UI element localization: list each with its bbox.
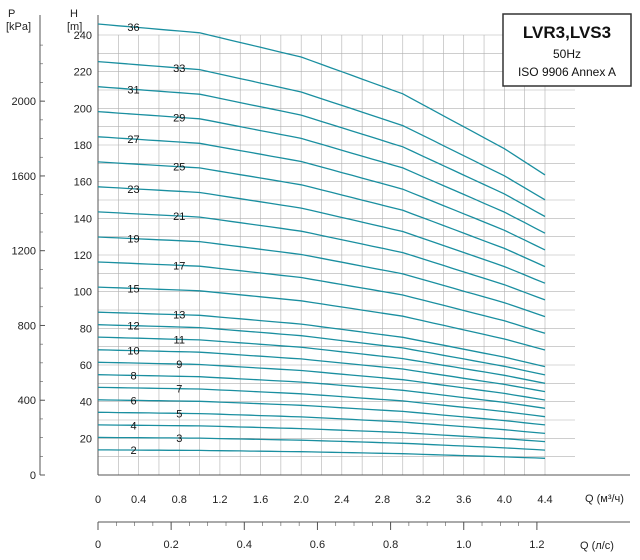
curve-stage-label: 6 (130, 395, 136, 407)
y2-tick-label: 0 (30, 470, 36, 482)
x-axis-title: Q (м³/ч) (585, 493, 624, 505)
y-axis-unit-m: [m] (67, 21, 82, 33)
pump-curve-line (97, 136, 546, 251)
pump-curve-line (97, 374, 546, 409)
y-tick-label: 80 (80, 323, 92, 335)
curve-stage-label: 8 (130, 370, 136, 382)
x-tick-label: 4.0 (497, 494, 512, 506)
x-tick-label: 0 (95, 494, 101, 506)
x2-tick-label: 0.8 (383, 539, 398, 551)
y-tick-label: 140 (74, 213, 92, 225)
curve-stage-label: 33 (173, 63, 185, 75)
pump-curve-line (97, 211, 546, 301)
curve-stage-label: 25 (173, 162, 185, 174)
curve-stage-label: 23 (127, 184, 139, 196)
pump-curve-line (97, 311, 546, 368)
y-tick-label: 60 (80, 360, 92, 372)
y-tick-label: 100 (74, 287, 92, 299)
y2-axis-unit-p: P (8, 8, 15, 20)
pump-curve-line (97, 436, 546, 451)
x2-tick-label: 0.4 (237, 539, 252, 551)
pump-curve-line (97, 286, 546, 351)
curve-stage-label: 12 (127, 321, 139, 333)
y-tick-label: 20 (80, 433, 92, 445)
curve-stage-label: 13 (173, 310, 185, 322)
y-tick-label: 120 (74, 250, 92, 262)
pump-curve-line (97, 161, 546, 268)
curve-stage-label: 19 (127, 234, 139, 246)
y2-tick-label: 400 (18, 395, 36, 407)
y2-tick-label: 1600 (12, 171, 36, 183)
x-tick-label: 3.2 (415, 494, 430, 506)
curve-stage-label: 4 (130, 420, 136, 432)
performance-curves (97, 23, 546, 459)
x-tick-label: 1.2 (212, 494, 227, 506)
curve-stage-label: 36 (127, 22, 139, 34)
y2-tick-label: 800 (18, 320, 36, 332)
curve-stage-label: 17 (173, 260, 185, 272)
curve-stage-label: 15 (127, 283, 139, 295)
x2-tick-label: 0.6 (310, 539, 325, 551)
legend-box: LVR3,LVS3 50Hz ISO 9906 Annex A (502, 13, 632, 87)
curve-stage-label: 3 (176, 433, 182, 445)
pump-curve-line (97, 110, 546, 234)
chart-title: LVR3,LVS3 (523, 23, 611, 42)
pump-curve-line (97, 361, 546, 401)
x-tick-label: 3.6 (456, 494, 471, 506)
x-tick-label: 2.4 (334, 494, 349, 506)
y2-tick-label: 2000 (12, 96, 36, 108)
y2-tick-label: 1200 (12, 246, 36, 258)
curve-stage-label: 9 (176, 359, 182, 371)
x2-tick-label: 1.0 (456, 539, 471, 551)
grid (39, 15, 630, 523)
pump-curve-line (97, 236, 546, 318)
x2-tick-label: 0.2 (163, 539, 178, 551)
x2-tick-label: 1.2 (529, 539, 544, 551)
x-tick-label: 1.6 (253, 494, 268, 506)
pump-curve-line (97, 60, 546, 201)
y-tick-label: 40 (80, 397, 92, 409)
pump-curve-line (97, 261, 546, 334)
legend-frame (502, 13, 632, 87)
x-tick-label: 0.4 (131, 494, 146, 506)
curve-stage-label: 27 (127, 134, 139, 146)
pump-curve-line (97, 186, 546, 284)
x2-axis-title: Q (л/с) (580, 540, 614, 552)
pump-curve-line (97, 324, 546, 376)
pump-curve-line (97, 23, 546, 176)
pump-curve-line (97, 336, 546, 384)
x2-tick-label: 0 (95, 539, 101, 551)
pump-curve-line (97, 411, 546, 435)
curve-stage-label: 10 (127, 346, 139, 358)
y-tick-label: 180 (74, 140, 92, 152)
pump-curve-line (97, 349, 546, 393)
y-tick-label: 240 (74, 30, 92, 42)
curve-stage-label: 21 (173, 211, 185, 223)
x-tick-label: 2.0 (294, 494, 309, 506)
curve-stage-label: 5 (176, 408, 182, 420)
pump-curve-line (97, 386, 546, 418)
curve-stage-label: 2 (130, 445, 136, 457)
tick-labels: 0 0.4 0.8 1.2 1.6 2.0 2.4 2.8 3.2 3.6 4.0 4.4204060… (12, 30, 553, 551)
y-tick-label: 160 (74, 177, 92, 189)
curve-stage-label: 29 (173, 112, 185, 124)
pump-curve-line (97, 86, 546, 218)
pump-curve-line (98, 449, 546, 459)
x-tick-label: 2.8 (375, 494, 390, 506)
curve-stage-label: 11 (174, 334, 185, 346)
y-axis-unit-h: H (70, 8, 78, 20)
pump-curve-line (97, 424, 546, 443)
curve-stage-label: 7 (176, 384, 182, 396)
curve-stage-label: 31 (127, 84, 139, 96)
y-tick-label: 220 (74, 67, 92, 79)
chart-standard: ISO 9906 Annex A (518, 65, 616, 79)
x-tick-label: 4.4 (537, 494, 552, 506)
y-tick-label: 200 (74, 103, 92, 115)
chart-frequency: 50Hz (553, 47, 581, 61)
y2-axis-unit-kpa: [kPa] (6, 21, 31, 33)
pump-curve-line (97, 399, 546, 426)
x-tick-label: 0.8 (172, 494, 187, 506)
